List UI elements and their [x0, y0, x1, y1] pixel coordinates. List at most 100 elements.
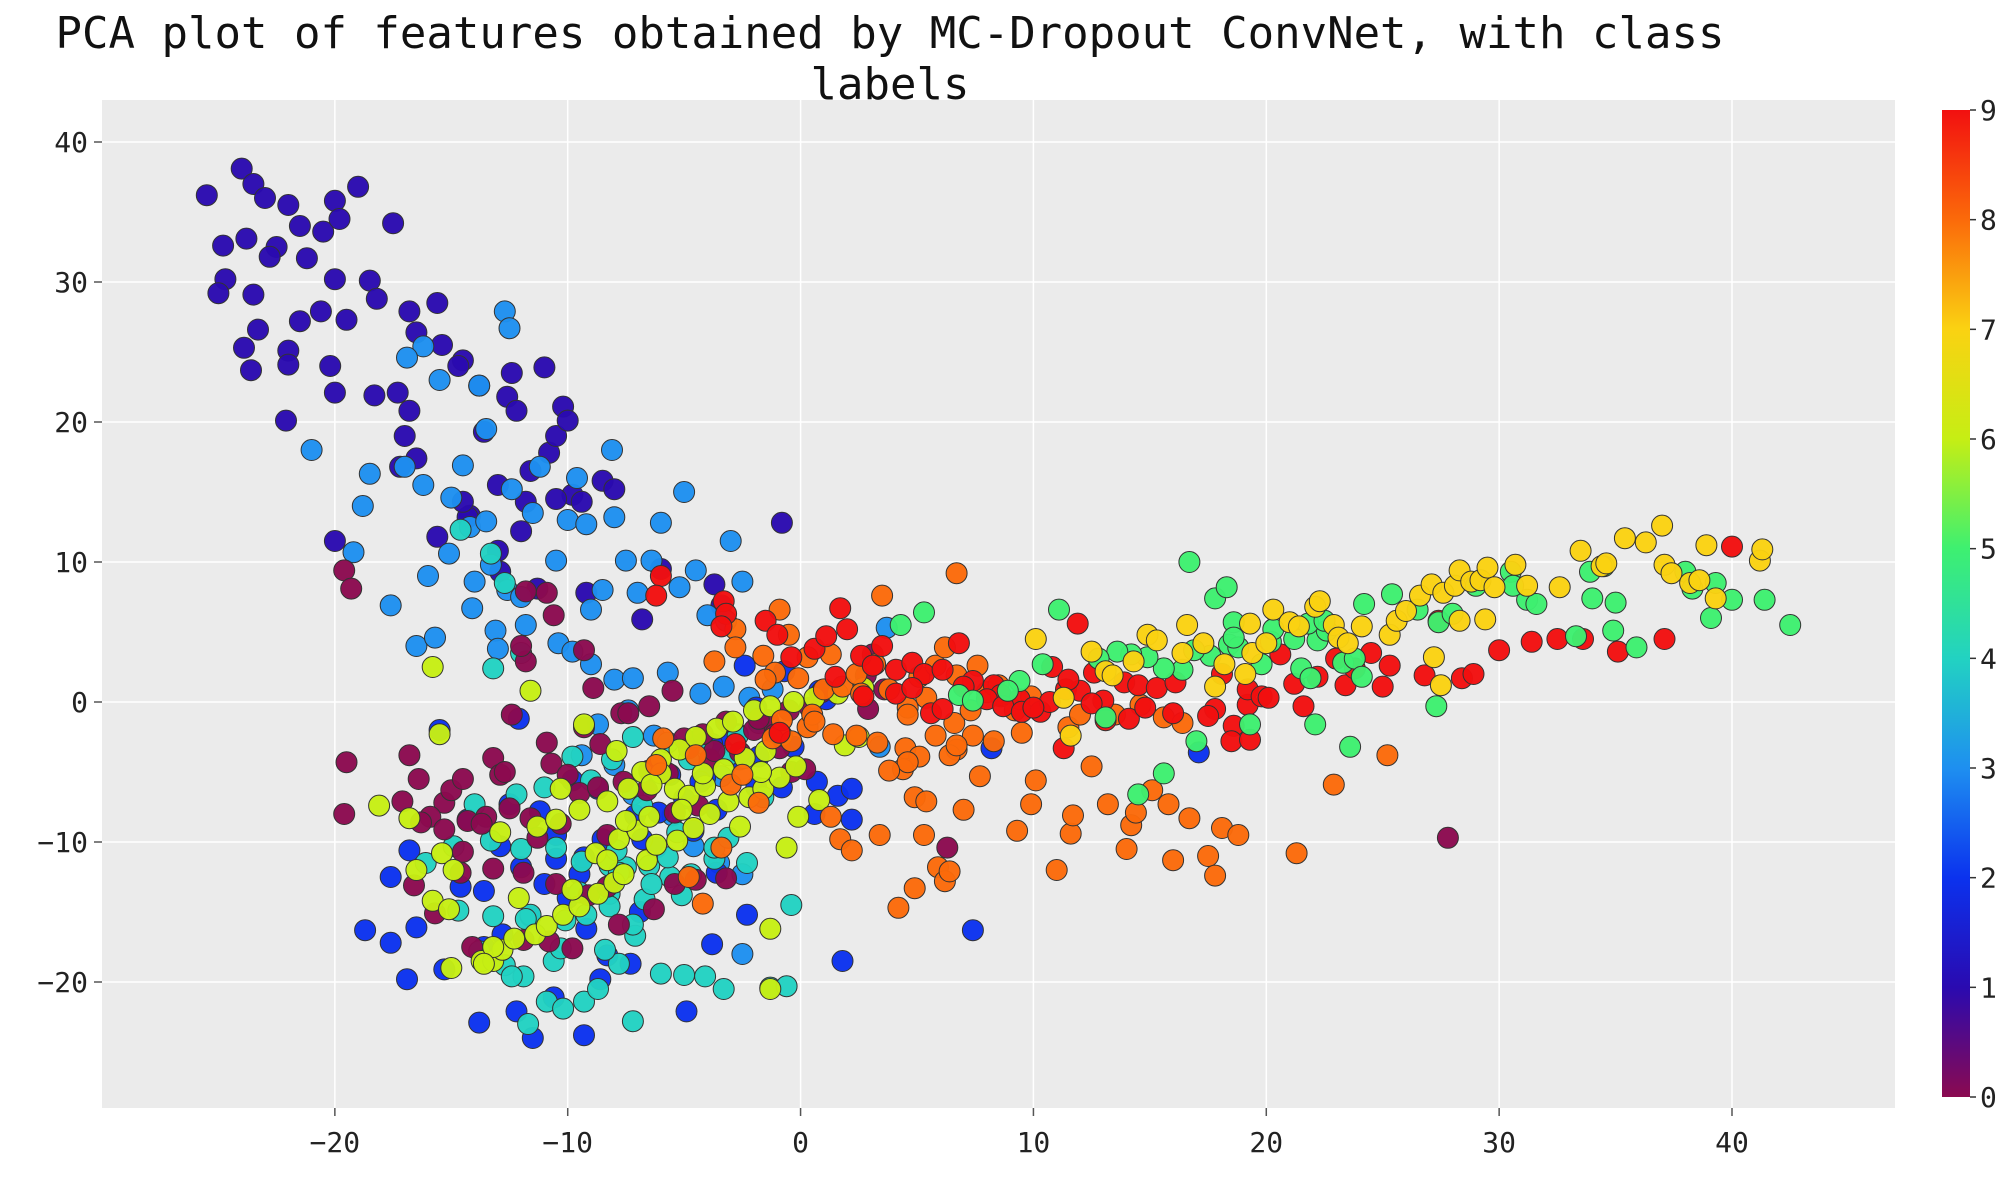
- scatter-point-class-6: [405, 859, 428, 881]
- scatter-point-class-5: [1602, 619, 1625, 642]
- scatter-point-class-3: [486, 637, 509, 660]
- scatter-point-class-0: [542, 604, 565, 627]
- scatter-point-class-3: [498, 317, 521, 340]
- scatter-point-class-3: [684, 559, 707, 582]
- scatter-point-class-1: [603, 478, 626, 501]
- scatter-point-class-0: [333, 803, 356, 825]
- scatter-point-class-8: [691, 892, 714, 915]
- scatter-point-class-4: [736, 852, 758, 874]
- scatter-point-class-8: [731, 763, 754, 786]
- scatter-point-class-7: [1548, 576, 1571, 599]
- scatter-point-class-6: [605, 740, 628, 762]
- scatter-point-class-4: [479, 542, 502, 565]
- scatter-point-class-7: [1052, 686, 1075, 709]
- scatter-point-class-6: [398, 807, 421, 830]
- colorbar-tick-label: 8: [1980, 204, 1997, 237]
- scatter-point-class-2: [736, 903, 758, 926]
- colorbar-tick-label: 0: [1980, 1081, 1997, 1114]
- scatter-point-class-6: [587, 882, 609, 905]
- scatter-point-class-7: [1080, 640, 1103, 663]
- scatter-point-class-6: [440, 957, 463, 979]
- scatter-point-class-9: [1292, 695, 1315, 718]
- scatter-point-class-9: [1546, 628, 1569, 650]
- scatter-point-class-8: [787, 667, 810, 690]
- y-tick-label: 10: [54, 546, 88, 579]
- scatter-point-class-3: [580, 598, 602, 621]
- scatter-point-class-2: [840, 777, 863, 800]
- scatter-point-class-7: [1395, 600, 1417, 622]
- scatter-point-class-0: [470, 812, 493, 835]
- scatter-point-class-7: [1192, 632, 1215, 655]
- scatter-point-class-4: [621, 726, 644, 748]
- scatter-point-class-9: [1134, 696, 1157, 719]
- scatter-point-class-6: [472, 952, 495, 975]
- scatter-point-class-1: [363, 384, 386, 407]
- scatter-point-class-0: [398, 744, 421, 767]
- scatter-point-class-1: [631, 608, 654, 631]
- scatter-point-class-7: [1262, 598, 1285, 621]
- scatter-point-class-3: [475, 510, 498, 533]
- scatter-point-class-3: [475, 418, 498, 440]
- scatter-point-class-3: [351, 495, 374, 517]
- scatter-point-class-4: [673, 964, 696, 986]
- scatter-point-class-5: [1048, 598, 1070, 621]
- scatter-point-class-8: [747, 791, 770, 814]
- scatter-point-class-1: [347, 175, 370, 198]
- scatter-point-class-0: [661, 679, 684, 702]
- scatter-point-class-5: [1779, 614, 1802, 636]
- scatter-point-class-7: [1024, 628, 1047, 650]
- scatter-point-class-9: [871, 635, 894, 657]
- scatter-point-class-0: [451, 840, 474, 863]
- scatter-point-class-5: [1700, 607, 1722, 629]
- scatter-point-class-7: [1239, 612, 1261, 635]
- scatter-point-class-1: [382, 212, 405, 235]
- scatter-point-class-7: [1122, 650, 1145, 673]
- scatter-point-class-8: [945, 734, 968, 757]
- scatter-point-class-9: [1257, 686, 1280, 709]
- scatter-point-class-8: [868, 824, 891, 846]
- scatter-point-class-3: [396, 346, 418, 369]
- colorbar-tick-label: 7: [1980, 313, 1997, 346]
- scatter-point-class-7: [1476, 556, 1499, 579]
- scatter-point-class-0: [514, 580, 537, 603]
- scatter-point-class-4: [694, 965, 717, 988]
- scatter-point-class-9: [1721, 535, 1743, 558]
- scatter-point-class-1: [431, 334, 453, 356]
- scatter-point-class-8: [1024, 769, 1047, 792]
- scatter-point-class-0: [607, 913, 630, 936]
- scatter-point-class-5: [1094, 706, 1117, 729]
- scatter-point-class-1: [295, 247, 318, 270]
- scatter-point-class-9: [931, 658, 954, 681]
- scatter-point-class-3: [668, 576, 691, 599]
- scatter-point-class-2: [405, 916, 428, 939]
- scatter-point-class-6: [775, 836, 798, 859]
- scatter-point-class-3: [342, 541, 365, 564]
- scatter-point-class-1: [393, 425, 416, 447]
- scatter-point-class-3: [379, 594, 402, 617]
- scatter-point-class-0: [433, 818, 456, 841]
- scatter-point-class-8: [754, 668, 777, 691]
- y-tick-label: 0: [71, 686, 88, 719]
- scatter-point-class-9: [1378, 654, 1401, 677]
- scatter-point-class-7: [1483, 576, 1506, 599]
- chart-title: PCA plot of features obtained by MC-Drop…: [55, 8, 1725, 110]
- scatter-point-class-3: [514, 614, 537, 636]
- scatter-point-class-6: [549, 777, 572, 800]
- scatter-point-class-3: [712, 675, 735, 698]
- scatter-point-class-1: [386, 381, 409, 404]
- scatter-point-class-1: [447, 355, 470, 377]
- scatter-point-class-8: [924, 724, 947, 747]
- scatter-point-class-1: [254, 187, 276, 209]
- scatter-point-class-8: [1197, 845, 1220, 867]
- scatter-point-class-6: [545, 808, 568, 831]
- x-tick-label: 10: [1017, 1126, 1051, 1159]
- scatter-point-class-6: [482, 936, 505, 958]
- scatter-point-class-9: [1197, 705, 1220, 727]
- scatter-point-class-8: [1020, 793, 1043, 816]
- scatter-point-class-7: [1634, 531, 1657, 554]
- scatter-point-class-8: [1157, 793, 1180, 816]
- scatter-point-class-1: [212, 234, 235, 257]
- scatter-point-class-9: [1145, 677, 1168, 699]
- scatter-point-class-9: [815, 625, 838, 648]
- x-tick-label: 0: [792, 1126, 809, 1159]
